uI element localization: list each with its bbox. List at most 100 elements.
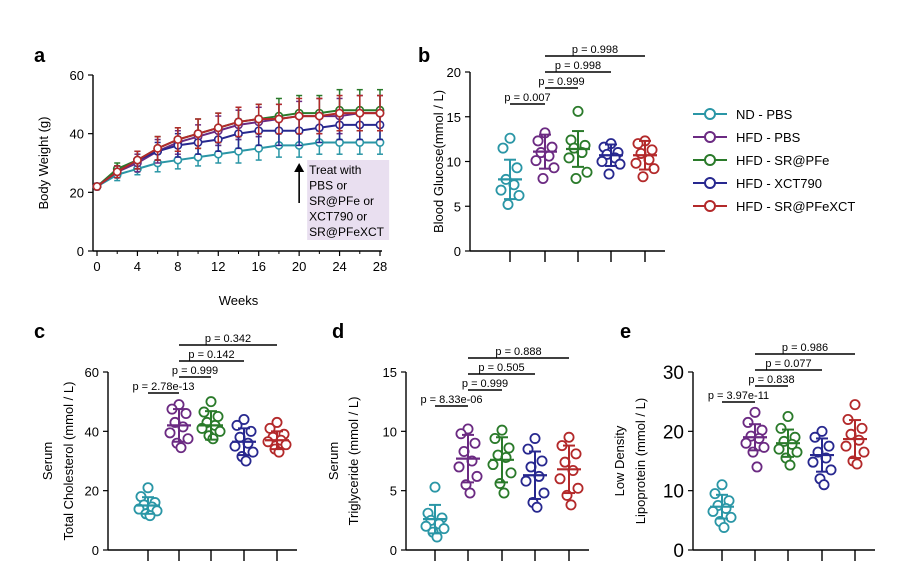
data-point bbox=[495, 184, 507, 196]
legend-label: HFD - XCT790 bbox=[736, 176, 822, 191]
group-e-3 bbox=[807, 425, 837, 491]
data-point bbox=[335, 108, 344, 118]
treatment-annotation-line: PBS or bbox=[309, 179, 347, 193]
data-point bbox=[546, 141, 558, 153]
data-point bbox=[718, 521, 730, 533]
legend-label: HFD - PBS bbox=[736, 130, 801, 145]
group-e-1 bbox=[740, 406, 770, 473]
data-point bbox=[529, 432, 541, 444]
data-point bbox=[554, 473, 566, 485]
data-point bbox=[782, 410, 794, 422]
data-point bbox=[749, 406, 761, 418]
x-tick-label-a: 4 bbox=[134, 259, 141, 274]
p-value-label: p = 0.838 bbox=[748, 374, 794, 386]
data-point bbox=[840, 440, 852, 452]
y-tick-label-a: 40 bbox=[70, 127, 84, 142]
data-point bbox=[487, 459, 499, 471]
data-point bbox=[572, 482, 584, 494]
p-value-label: p = 0.142 bbox=[188, 349, 234, 361]
p-value-label: p = 0.077 bbox=[765, 358, 811, 370]
y-tick-label-b: 20 bbox=[447, 65, 461, 80]
p-value-label: p = 8.33e-06 bbox=[420, 394, 482, 406]
x-tick-label-a: 16 bbox=[251, 259, 265, 274]
data-point bbox=[707, 505, 719, 517]
data-point bbox=[823, 440, 835, 452]
data-point bbox=[581, 166, 593, 178]
data-point bbox=[505, 467, 517, 479]
data-point bbox=[240, 455, 252, 467]
data-point bbox=[214, 425, 226, 437]
data-point bbox=[614, 158, 626, 170]
group-e-0 bbox=[707, 479, 737, 533]
data-point bbox=[858, 446, 870, 458]
data-point bbox=[294, 111, 304, 121]
data-point bbox=[92, 182, 102, 191]
data-point bbox=[630, 157, 642, 169]
x-tick-label-a: 12 bbox=[211, 259, 225, 274]
data-point bbox=[489, 432, 501, 444]
data-point bbox=[775, 422, 787, 434]
y-tick-label-b: 10 bbox=[447, 155, 461, 170]
group-b-0 bbox=[495, 132, 525, 210]
x-tick-label-a: 24 bbox=[332, 259, 346, 274]
y-tick-label-e: 0 bbox=[673, 541, 684, 562]
data-point bbox=[747, 446, 759, 458]
p-value-label: p = 0.007 bbox=[504, 92, 550, 104]
y-tick-label-b: 5 bbox=[454, 199, 461, 214]
data-point bbox=[849, 399, 861, 411]
data-point bbox=[572, 105, 584, 117]
data-point bbox=[497, 142, 509, 154]
y-axis-label-a: Body Weight (g) bbox=[36, 117, 51, 210]
group-d-0 bbox=[420, 481, 450, 543]
data-point bbox=[314, 111, 324, 121]
data-point bbox=[142, 482, 154, 494]
panel-e: e 0 10 20 30 Lipoprotein (mmol / L) Low Densit… bbox=[612, 321, 875, 562]
data-point bbox=[496, 424, 508, 436]
data-point bbox=[504, 132, 516, 144]
p-value-label: p = 0.986 bbox=[782, 342, 828, 354]
x-tick-label-a: 0 bbox=[93, 259, 100, 274]
data-point bbox=[758, 441, 770, 453]
treatment-annotation-line: SR@PFe or bbox=[309, 194, 374, 208]
x-tick-label-a: 8 bbox=[174, 259, 181, 274]
p-value-label: p = 0.888 bbox=[495, 346, 541, 358]
x-tick-label-a: 28 bbox=[373, 259, 387, 274]
data-point bbox=[180, 408, 192, 420]
data-point bbox=[530, 155, 542, 167]
panel-label-d: d bbox=[332, 321, 344, 343]
group-b-2 bbox=[563, 105, 593, 185]
y-tick-label-d: 10 bbox=[383, 424, 397, 439]
data-point bbox=[254, 114, 264, 124]
data-point bbox=[234, 117, 243, 127]
data-point bbox=[565, 499, 577, 511]
y-tick-label-d: 15 bbox=[383, 365, 397, 380]
y-tick-label-c: 40 bbox=[85, 424, 99, 439]
p-value-label: p = 0.998 bbox=[572, 44, 618, 56]
group-d-1 bbox=[453, 423, 483, 499]
data-point bbox=[173, 135, 183, 144]
treatment-annotation-line: XCT790 or bbox=[309, 210, 367, 224]
data-point bbox=[355, 108, 365, 118]
y-tick-label-a: 20 bbox=[70, 185, 84, 200]
legend-marker bbox=[704, 154, 716, 166]
data-point bbox=[229, 440, 241, 452]
data-point bbox=[773, 443, 785, 455]
data-point bbox=[740, 437, 752, 449]
y-tick-label-b: 15 bbox=[447, 110, 461, 125]
data-point bbox=[709, 488, 721, 500]
panel-d: d 0 5 10 15 Triglyceride (mmol / L) Serum p = 8… bbox=[326, 321, 589, 561]
data-point bbox=[247, 446, 259, 458]
data-point bbox=[420, 520, 432, 532]
y-tick-label-d: 5 bbox=[390, 484, 397, 499]
y-tick-label-e: 10 bbox=[663, 482, 684, 503]
data-point bbox=[807, 456, 819, 468]
y-axis-label-b: Blood Glucose(mmol / L) bbox=[431, 90, 446, 233]
panel-label-e: e bbox=[620, 321, 631, 343]
p-value-label: p = 3.97e-11 bbox=[708, 390, 769, 402]
y-tick-label-e: 20 bbox=[663, 422, 684, 443]
y-tick-label-e: 30 bbox=[663, 363, 684, 384]
group-c-3 bbox=[229, 413, 259, 467]
data-point bbox=[193, 129, 203, 139]
data-point bbox=[563, 431, 575, 443]
